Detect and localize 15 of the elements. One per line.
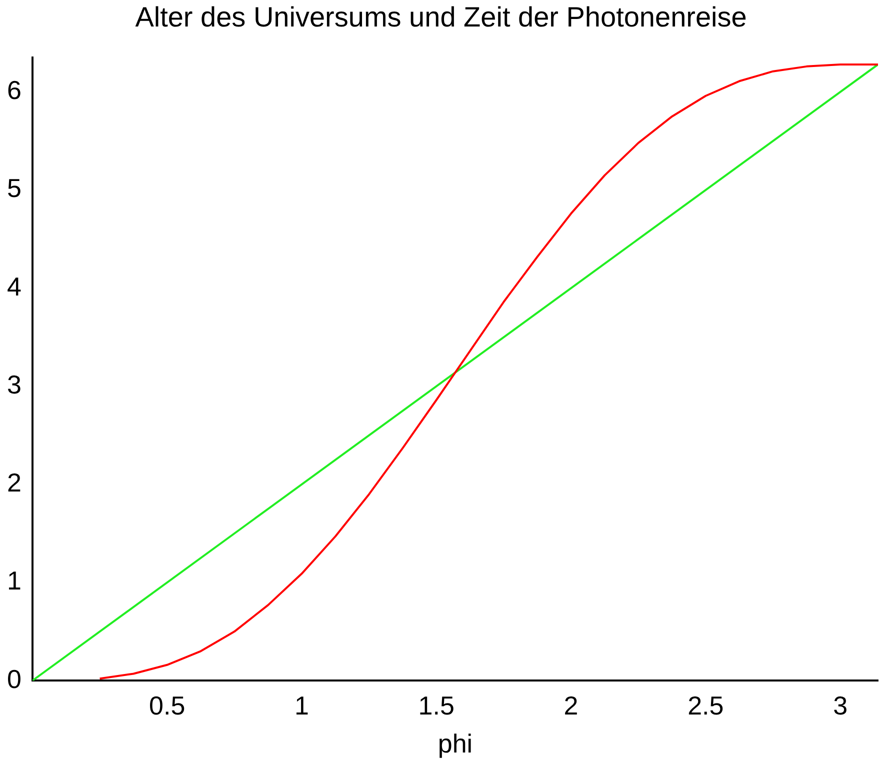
x-tick-label: 2 <box>564 690 578 720</box>
x-tick-label: 0.5 <box>149 690 186 720</box>
y-tick-label: 5 <box>6 173 22 204</box>
y-tick-label: 6 <box>6 75 22 106</box>
y-tick-label: 1 <box>6 566 22 596</box>
y-tick-label: 2 <box>6 468 22 498</box>
y-tick-label: 4 <box>6 271 22 302</box>
x-tick-label: 2.5 <box>688 690 724 720</box>
chart-title: Alter des Universums und Zeit der Photonenreise <box>135 2 747 33</box>
x-tick-label: 1.5 <box>418 690 454 720</box>
y-tick-label: 0 <box>6 664 22 694</box>
x-tick-label: 3 <box>833 690 848 720</box>
x-tick-label: 1 <box>294 690 309 720</box>
y-tick-label: 3 <box>6 369 22 400</box>
x-axis-title: phi <box>438 728 473 759</box>
